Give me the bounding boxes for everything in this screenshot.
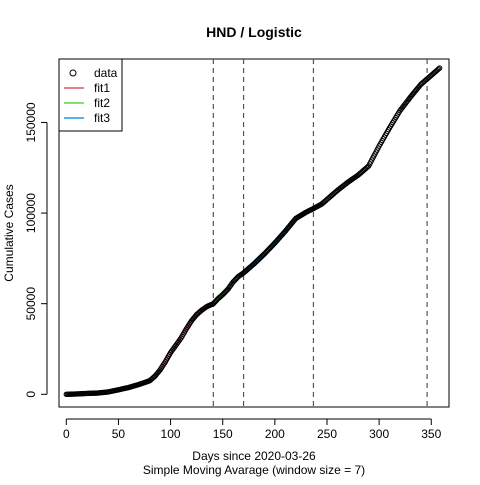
data-point: [436, 65, 443, 71]
y-axis-label: Cumulative Cases: [2, 184, 16, 281]
chart-title: HND / Logistic: [206, 24, 302, 40]
legend-label: fit2: [94, 96, 110, 110]
x-tick-label: 350: [421, 427, 441, 441]
vertical-lines: [212, 59, 428, 407]
fit-lines: [66, 207, 314, 396]
x-tick-label: 150: [213, 427, 233, 441]
x-tick-label: 0: [63, 427, 70, 441]
y-tick-label: 0: [24, 391, 38, 398]
legend-label: fit3: [94, 111, 110, 125]
x-tick-label: 250: [317, 427, 337, 441]
x-axis-sublabel: Simple Moving Avarage (window size = 7): [143, 463, 365, 477]
y-tick-label: 100000: [24, 193, 38, 233]
x-tick-label: 200: [265, 427, 285, 441]
legend-swatch: [69, 69, 77, 77]
plot-frame: [58, 58, 450, 408]
x-tick-label: 50: [112, 427, 126, 441]
y-tick-label: 150000: [24, 102, 38, 142]
y-axis: 0 50000 100000 150000: [24, 102, 48, 398]
legend-label: fit1: [94, 81, 110, 95]
x-axis: 0 50 100 150 200 250 300 350: [63, 418, 442, 441]
legend-box: [58, 58, 123, 132]
data-points: [63, 65, 443, 398]
legend-label: data: [94, 66, 118, 80]
y-tick-label: 50000: [24, 287, 38, 321]
data-point: [435, 66, 442, 72]
x-tick-label: 100: [161, 427, 181, 441]
x-axis-label: Days since 2020-03-26: [192, 449, 316, 463]
x-tick-label: 300: [369, 427, 389, 441]
